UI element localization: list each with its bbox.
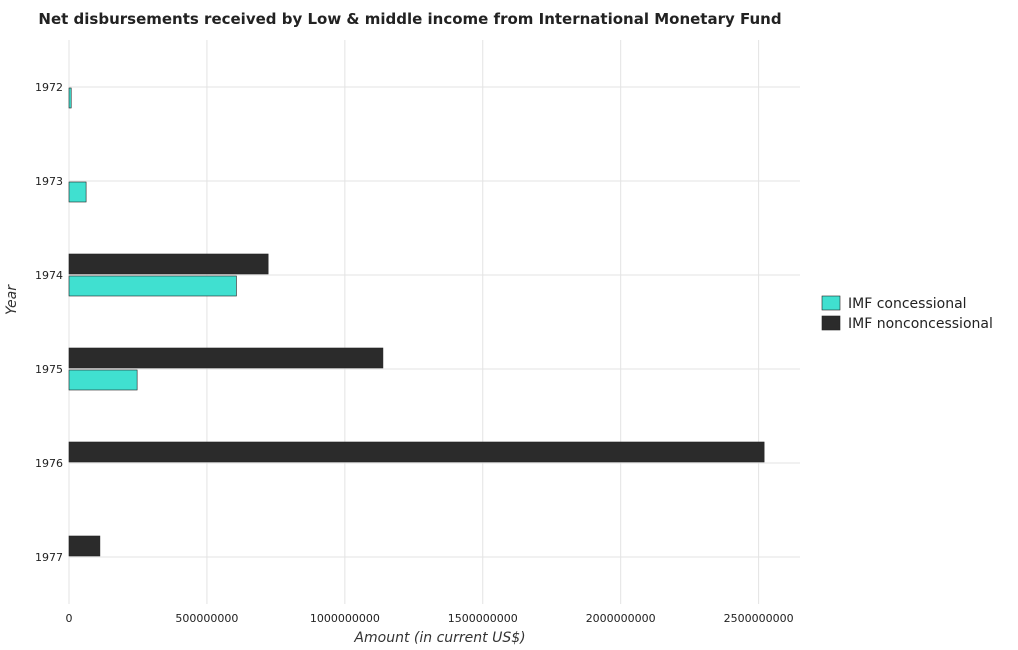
y-ticks: 1972 1973 1974 1975 1976 1977 [35, 81, 63, 564]
bar-concessional [68, 181, 87, 203]
x-axis-label: Amount (in current US$) [353, 630, 525, 646]
bar-concessional [68, 275, 237, 297]
x-tick-label: 500000000 [175, 612, 238, 625]
y-tick-label: 1972 [35, 81, 63, 94]
legend-swatch-nonconcessional [821, 315, 841, 331]
x-ticks: 0 500000000 1000000000 1500000000 2000000000… [66, 612, 794, 625]
x-tick-label: 2000000000 [586, 612, 656, 625]
y-axis-label: Year [4, 284, 20, 315]
bar-nonconcessional [68, 253, 269, 275]
y-tick-label: 1974 [35, 269, 63, 282]
bar-nonconcessional [68, 441, 765, 463]
x-tick-label: 1000000000 [310, 612, 380, 625]
grid [68, 40, 800, 604]
bar-concessional [68, 369, 138, 391]
legend: IMF concessional IMF nonconcessional [821, 295, 993, 332]
y-tick-label: 1973 [35, 175, 63, 188]
x-tick-label: 2500000000 [724, 612, 794, 625]
bars [68, 87, 765, 557]
bar-nonconcessional [68, 535, 101, 557]
bar-concessional [68, 87, 72, 109]
x-tick-label: 0 [66, 612, 73, 625]
y-tick-label: 1977 [35, 551, 63, 564]
chart-title: Net disbursements received by Low & midd… [38, 10, 781, 28]
y-tick-label: 1975 [35, 363, 63, 376]
legend-swatch-concessional [821, 295, 841, 311]
x-tick-label: 1500000000 [448, 612, 518, 625]
legend-label-nonconcessional: IMF nonconcessional [848, 316, 993, 332]
y-tick-label: 1976 [35, 457, 63, 470]
legend-label-concessional: IMF concessional [848, 296, 967, 312]
bar-nonconcessional [68, 347, 384, 369]
